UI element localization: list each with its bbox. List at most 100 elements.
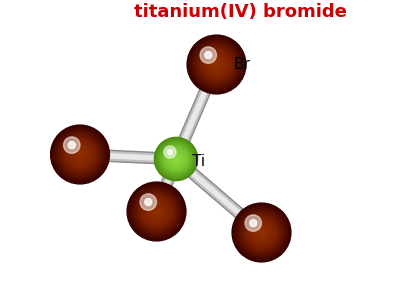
Circle shape bbox=[188, 36, 245, 93]
Circle shape bbox=[134, 190, 178, 233]
Circle shape bbox=[137, 192, 176, 231]
Circle shape bbox=[164, 147, 188, 171]
Circle shape bbox=[234, 205, 289, 260]
Circle shape bbox=[170, 154, 182, 164]
Circle shape bbox=[196, 44, 237, 85]
Circle shape bbox=[171, 154, 181, 164]
Circle shape bbox=[129, 184, 184, 239]
Circle shape bbox=[57, 132, 103, 177]
Circle shape bbox=[132, 187, 182, 236]
Circle shape bbox=[70, 144, 90, 165]
Circle shape bbox=[165, 148, 187, 170]
Circle shape bbox=[241, 212, 282, 253]
Circle shape bbox=[73, 147, 87, 162]
Circle shape bbox=[62, 136, 98, 173]
Circle shape bbox=[140, 195, 173, 228]
Circle shape bbox=[250, 221, 273, 244]
Circle shape bbox=[190, 38, 243, 91]
Circle shape bbox=[239, 210, 284, 255]
Circle shape bbox=[130, 185, 183, 238]
Circle shape bbox=[193, 41, 240, 88]
Circle shape bbox=[62, 137, 98, 172]
Circle shape bbox=[254, 224, 270, 241]
Circle shape bbox=[192, 40, 241, 89]
Circle shape bbox=[145, 199, 152, 206]
Circle shape bbox=[189, 37, 244, 92]
Circle shape bbox=[258, 230, 264, 236]
Circle shape bbox=[142, 197, 170, 226]
Circle shape bbox=[146, 200, 168, 223]
Circle shape bbox=[149, 204, 164, 219]
Circle shape bbox=[248, 218, 276, 247]
Circle shape bbox=[146, 201, 167, 222]
Circle shape bbox=[77, 152, 83, 158]
Circle shape bbox=[72, 146, 88, 163]
Circle shape bbox=[242, 213, 281, 252]
Circle shape bbox=[156, 139, 196, 179]
Circle shape bbox=[133, 188, 180, 235]
Circle shape bbox=[205, 52, 212, 58]
Text: Br: Br bbox=[233, 57, 250, 72]
Circle shape bbox=[187, 35, 246, 94]
Circle shape bbox=[64, 139, 96, 170]
Circle shape bbox=[59, 133, 101, 176]
Circle shape bbox=[174, 158, 178, 160]
Circle shape bbox=[216, 64, 217, 65]
Circle shape bbox=[160, 143, 192, 175]
Circle shape bbox=[244, 216, 278, 249]
Circle shape bbox=[68, 142, 92, 167]
Circle shape bbox=[205, 53, 228, 76]
Circle shape bbox=[128, 184, 184, 239]
Circle shape bbox=[253, 224, 270, 241]
Circle shape bbox=[236, 208, 286, 257]
Text: Ti: Ti bbox=[192, 154, 206, 169]
Circle shape bbox=[79, 154, 81, 155]
Circle shape bbox=[67, 141, 93, 168]
Circle shape bbox=[206, 54, 227, 75]
Circle shape bbox=[233, 204, 290, 261]
Circle shape bbox=[63, 138, 97, 171]
Circle shape bbox=[160, 143, 192, 175]
Circle shape bbox=[250, 221, 272, 244]
Circle shape bbox=[74, 148, 86, 160]
Circle shape bbox=[232, 203, 291, 262]
Circle shape bbox=[54, 129, 106, 180]
Circle shape bbox=[211, 59, 222, 70]
Circle shape bbox=[73, 148, 87, 161]
Circle shape bbox=[236, 207, 287, 258]
Circle shape bbox=[174, 157, 178, 161]
Circle shape bbox=[134, 189, 179, 234]
Circle shape bbox=[195, 43, 238, 86]
Circle shape bbox=[156, 140, 196, 178]
Circle shape bbox=[188, 37, 244, 92]
Circle shape bbox=[242, 213, 281, 252]
Circle shape bbox=[154, 208, 160, 214]
Circle shape bbox=[51, 126, 109, 183]
Circle shape bbox=[144, 199, 169, 224]
Circle shape bbox=[155, 138, 197, 180]
Circle shape bbox=[203, 51, 230, 78]
Circle shape bbox=[164, 146, 176, 158]
Circle shape bbox=[127, 182, 186, 241]
Circle shape bbox=[200, 48, 233, 81]
Circle shape bbox=[260, 231, 263, 234]
Circle shape bbox=[208, 56, 225, 73]
Circle shape bbox=[250, 220, 257, 226]
Circle shape bbox=[209, 57, 224, 72]
Circle shape bbox=[131, 186, 182, 237]
Circle shape bbox=[251, 222, 272, 243]
Circle shape bbox=[204, 52, 229, 77]
Circle shape bbox=[202, 50, 231, 79]
Circle shape bbox=[200, 48, 234, 81]
Circle shape bbox=[234, 205, 290, 260]
Circle shape bbox=[259, 230, 264, 235]
Circle shape bbox=[145, 200, 168, 223]
Circle shape bbox=[50, 125, 110, 184]
Circle shape bbox=[158, 141, 194, 177]
Circle shape bbox=[210, 58, 223, 71]
Circle shape bbox=[202, 50, 230, 79]
Circle shape bbox=[255, 226, 268, 239]
Circle shape bbox=[246, 217, 277, 248]
Circle shape bbox=[192, 40, 242, 89]
Circle shape bbox=[245, 215, 262, 231]
